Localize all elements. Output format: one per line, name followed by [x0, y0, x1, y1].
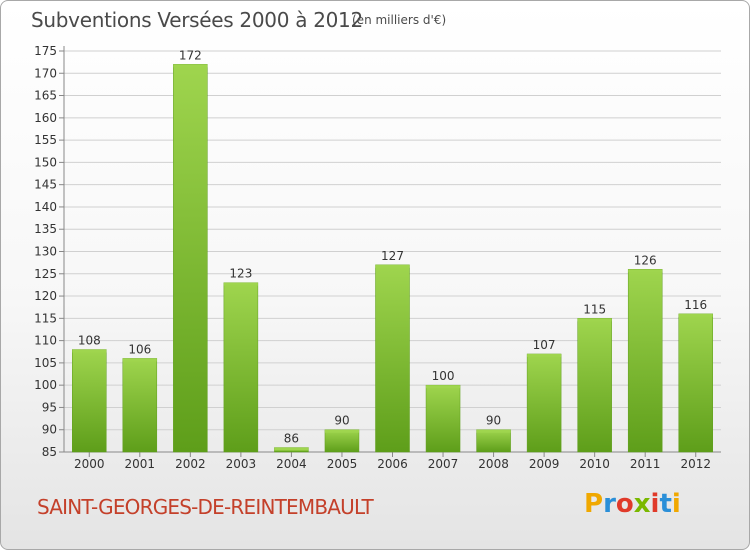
- logo-letter: i: [650, 489, 660, 519]
- bar-2011: [627, 269, 663, 453]
- bar-cap-2001: [122, 358, 157, 362]
- chart-title: Subventions Versées 2000 à 2012: [31, 8, 363, 32]
- bar-2012: [678, 313, 713, 453]
- bar-2000: [72, 349, 107, 453]
- data-label: 172: [179, 48, 202, 62]
- y-tick-label: 160: [34, 111, 57, 125]
- x-tick-label: 2001: [125, 457, 156, 471]
- logo-letter: o: [615, 489, 634, 519]
- bar-2001: [122, 358, 158, 453]
- axes: 85 90 95 100 105 110 115 120 125 130 135 140 145 150 1…: [34, 44, 721, 459]
- bar-cap-2009: [527, 353, 562, 357]
- y-tick-label: 110: [34, 334, 57, 348]
- logo-letter: r: [603, 489, 616, 519]
- labels: 108 2000 106 2001 172 2002 123 2003 86 2004 90 2005…: [74, 48, 711, 471]
- data-label: 106: [128, 342, 151, 356]
- y-tick-label: 155: [34, 133, 57, 147]
- bar-cap-2011: [628, 269, 663, 273]
- proxiti-logo: Proxiti: [584, 489, 681, 519]
- bar-2005: [324, 429, 360, 453]
- bar-cap-2006: [375, 264, 410, 268]
- data-label: 126: [634, 253, 657, 267]
- x-tick-label: 2009: [529, 457, 560, 471]
- data-label: 107: [533, 338, 556, 352]
- y-tick-label: 95: [42, 400, 57, 414]
- bars: [72, 64, 713, 453]
- y-tick-label: 170: [34, 66, 57, 80]
- bar-cap-2000: [72, 349, 107, 353]
- x-tick-label: 2008: [478, 457, 509, 471]
- logo-letter: t: [659, 489, 672, 519]
- bar-2003: [223, 282, 259, 453]
- x-tick-label: 2006: [377, 457, 408, 471]
- logo-letter: i: [671, 489, 681, 519]
- y-tick-label: 130: [34, 245, 57, 259]
- y-tick-label: 135: [34, 222, 57, 236]
- bar-2009: [526, 353, 562, 453]
- x-tick-label: 2007: [428, 457, 459, 471]
- y-tick-label: 150: [34, 155, 57, 169]
- bar-2006: [375, 264, 410, 453]
- y-tick-label: 140: [34, 200, 57, 214]
- y-tick-label: 120: [34, 289, 57, 303]
- x-tick-label: 2002: [175, 457, 206, 471]
- logo-letter: x: [633, 489, 651, 519]
- logo-letter: P: [584, 489, 604, 519]
- x-tick-label: 2010: [579, 457, 610, 471]
- y-tick-label: 145: [34, 178, 57, 192]
- y-tick-label: 90: [42, 423, 57, 437]
- data-label: 116: [684, 298, 707, 312]
- y-tick-label: 175: [34, 44, 57, 58]
- x-tick-label: 2005: [327, 457, 358, 471]
- x-tick-label: 2011: [630, 457, 661, 471]
- chart-unit-note: (en milliers d'€): [352, 13, 447, 27]
- bar-cap-2004: [274, 447, 309, 451]
- bar-cap-2003: [223, 282, 258, 286]
- x-tick-label: 2003: [226, 457, 257, 471]
- y-tick-label: 100: [34, 378, 57, 392]
- bar-2007: [425, 384, 461, 453]
- y-tick-label: 115: [34, 311, 57, 325]
- data-label: 100: [432, 369, 455, 383]
- y-tick-label: 125: [34, 267, 57, 281]
- bar-cap-2005: [324, 429, 359, 433]
- data-label: 123: [229, 267, 252, 281]
- municipality-name: SAINT-GEORGES-DE-REINTEMBAULT: [37, 495, 374, 519]
- bar-2008: [476, 429, 511, 453]
- bar-cap-2002: [173, 64, 208, 68]
- bar-cap-2010: [577, 318, 612, 322]
- x-tick-label: 2000: [74, 457, 105, 471]
- bar-2010: [577, 318, 612, 453]
- bar-cap-2008: [476, 429, 511, 433]
- x-tick-label: 2012: [680, 457, 711, 471]
- data-label: 127: [381, 249, 404, 263]
- data-label: 90: [334, 414, 349, 428]
- data-label: 108: [78, 334, 101, 348]
- y-tick-label: 165: [34, 89, 57, 103]
- bar-cap-2007: [426, 385, 461, 389]
- data-label: 90: [486, 414, 501, 428]
- data-label: 86: [284, 432, 299, 446]
- y-tick-label: 85: [42, 445, 57, 459]
- y-tick-label: 105: [34, 356, 57, 370]
- bar-cap-2012: [678, 313, 713, 317]
- bar-2002: [173, 64, 208, 453]
- data-label: 115: [583, 302, 606, 316]
- x-tick-label: 2004: [276, 457, 307, 471]
